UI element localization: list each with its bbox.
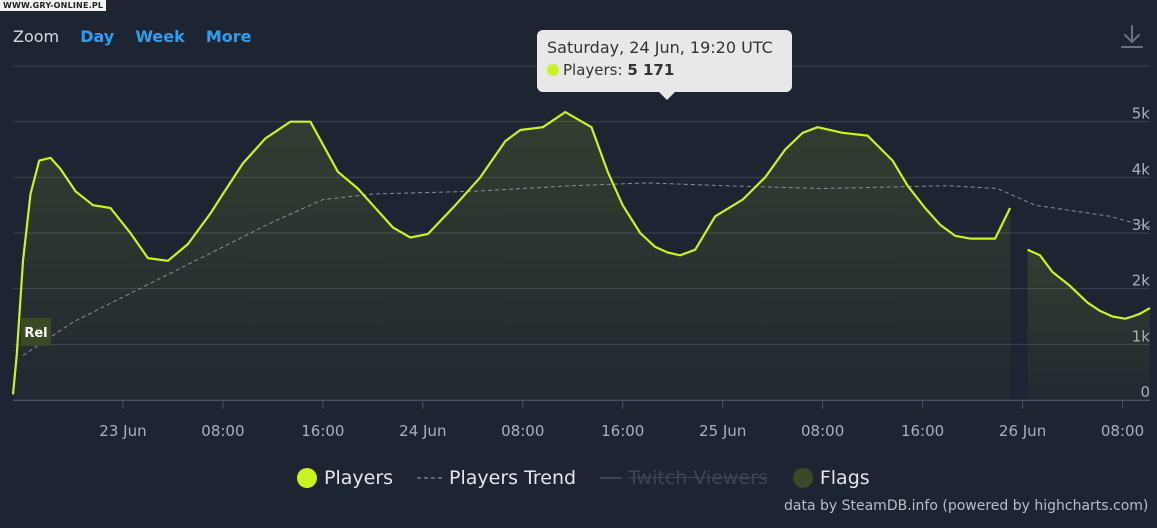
x-tick-label: 16:00 (301, 422, 344, 440)
legend-item-players[interactable]: Players (296, 467, 393, 489)
legend-players-dot-icon (297, 468, 317, 488)
tooltip-title: Saturday, 24 Jun, 19:20 UTC (547, 38, 773, 57)
credits: data by SteamDB.info (powered by highcha… (784, 498, 1149, 514)
trend-series (22, 182, 1151, 356)
y-tick-label: 5k (1132, 105, 1151, 123)
x-tick-label: 24 Jun (399, 422, 446, 440)
legend-players-label: Players (324, 467, 394, 489)
legend-trend-label: Players Trend (449, 467, 577, 489)
download-icon[interactable] (1119, 24, 1145, 50)
players-area-segment-1 (1027, 249, 1150, 400)
legend-item-trend[interactable]: Players Trend (417, 467, 576, 489)
players-area-segment-0 (13, 112, 1011, 400)
x-axis-labels: 23 Jun 08:00 16:00 24 Jun 08:00 16:00 25 Jun 08… (99, 401, 1144, 440)
zoom-toolbar: Zoom Day Week More (13, 27, 268, 46)
zoom-more-button[interactable]: More (205, 27, 252, 46)
y-tick-label: 2k (1132, 272, 1151, 290)
x-tick-label: 25 Jun (699, 422, 746, 440)
legend-twitch-label: Twitch Viewers (628, 467, 768, 489)
tooltip-value: 5 171 (627, 61, 675, 79)
x-tick-label: 23 Jun (99, 422, 146, 440)
players-line-segment-0 (11, 111, 1012, 395)
tooltip: Saturday, 24 Jun, 19:20 UTC Players: 5 1… (537, 30, 792, 100)
tooltip-row: Players: 5 171 (547, 61, 782, 79)
x-tick-label: 26 Jun (999, 422, 1046, 440)
y-tick-label: 0 (1140, 383, 1150, 401)
watermark-logo: WWW.GRY-ONLINE.PL (0, 0, 107, 11)
trend-line (22, 182, 1151, 356)
legend-item-flags[interactable]: Flags (792, 467, 870, 489)
zoom-week-button[interactable]: Week (135, 27, 185, 46)
y-tick-label: 4k (1132, 160, 1151, 178)
legend-twitch-line-icon (600, 477, 623, 479)
tooltip-series-label: Players: (563, 61, 623, 79)
zoom-label: Zoom (13, 27, 60, 46)
legend-item-twitch[interactable]: Twitch Viewers (600, 467, 768, 489)
players-series (11, 111, 1151, 395)
legend: Players Players Trend Twitch Viewers Fla… (296, 465, 894, 491)
legend-flags-dot-icon (792, 468, 813, 488)
players-line-segment-1 (1027, 248, 1151, 320)
x-tick-label: 08:00 (201, 422, 244, 440)
players-area (13, 112, 1150, 400)
x-tick-label: 16:00 (601, 422, 644, 440)
y-axis-labels: 0 1k 2k 3k 4k 5k (1132, 105, 1151, 401)
legend-flags-label: Flags (819, 467, 870, 489)
x-tick-label: 08:00 (801, 422, 844, 440)
flags-series: Rel (20, 318, 51, 346)
x-tick-label: 08:00 (501, 422, 544, 440)
x-tick-label: 08:00 (1101, 422, 1144, 440)
flag-marker (20, 318, 51, 346)
y-tick-label: 1k (1132, 327, 1151, 345)
flag-label: Rel (24, 326, 47, 341)
x-tick-label: 16:00 (901, 422, 944, 440)
tooltip-series-dot-icon (547, 64, 559, 76)
zoom-day-button[interactable]: Day (80, 27, 115, 46)
y-tick-label: 3k (1132, 216, 1151, 234)
legend-trend-line-icon (417, 477, 444, 479)
